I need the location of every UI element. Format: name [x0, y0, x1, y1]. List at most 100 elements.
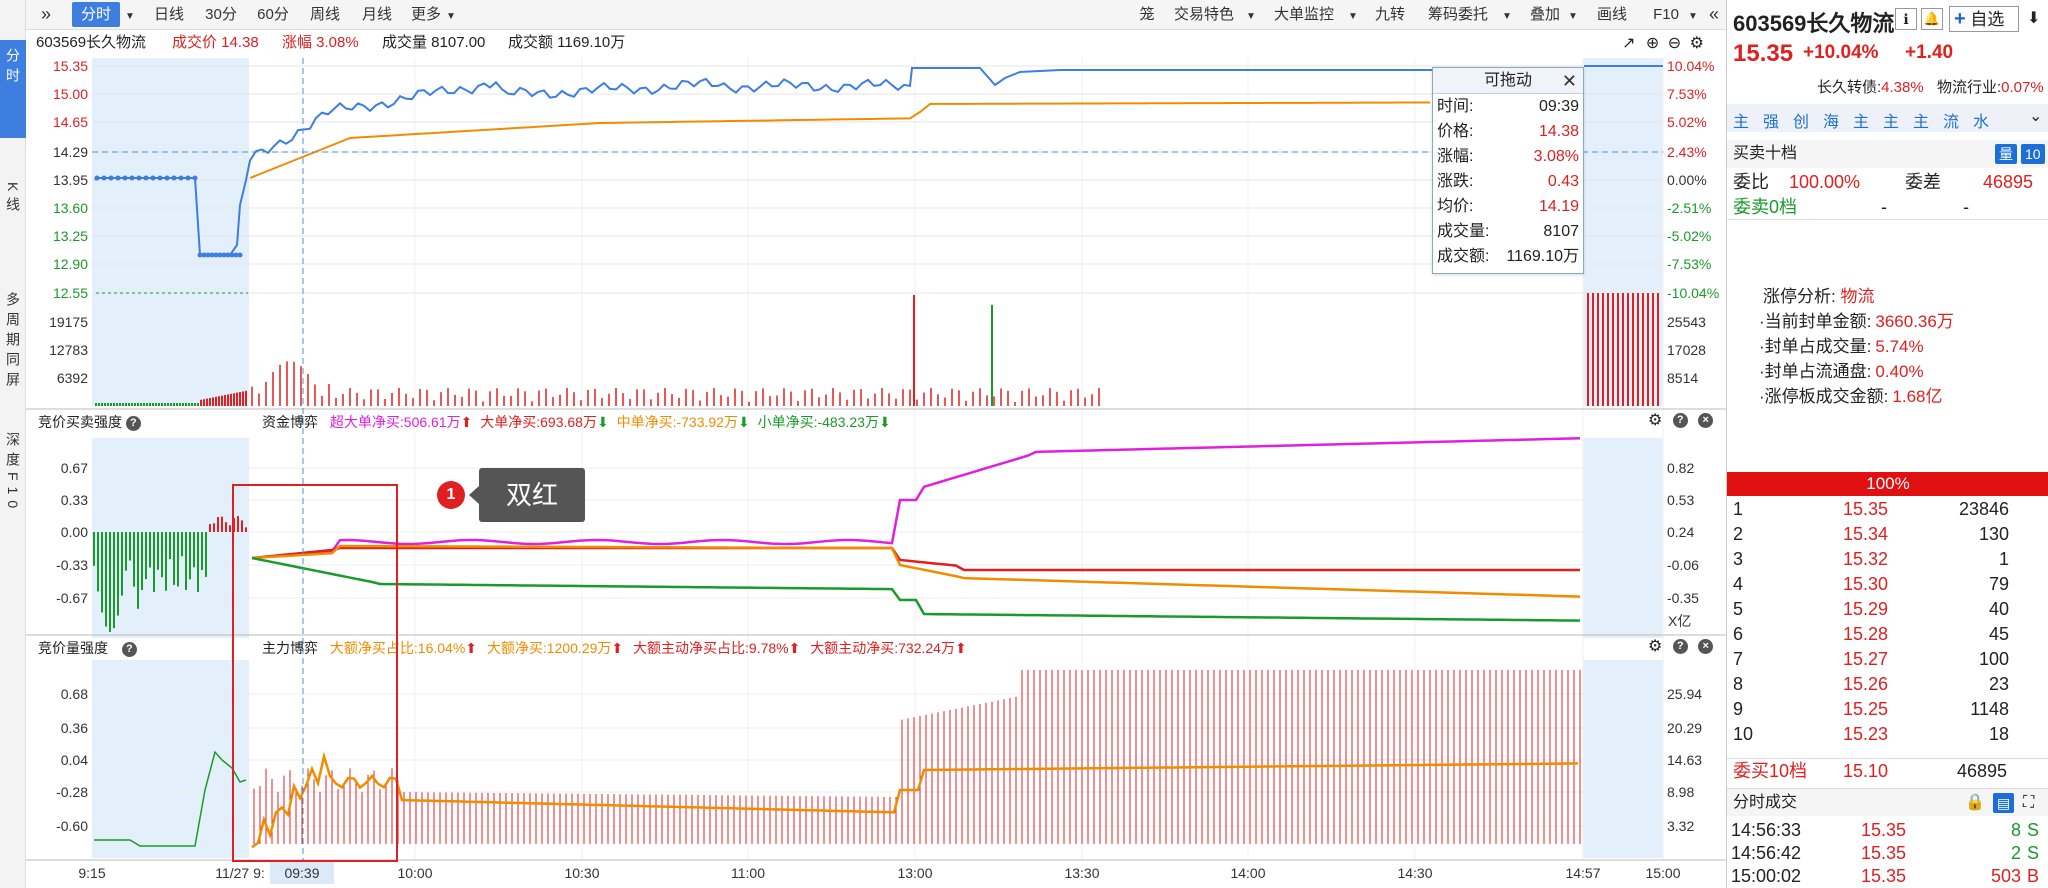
time-tick: 11/27 9: [215, 865, 265, 881]
auction-point [213, 252, 219, 258]
rp-tab[interactable]: 创 [1793, 114, 1810, 131]
nav-intraday-label: 分时 [5, 48, 21, 88]
help-icon[interactable]: ? [121, 641, 137, 657]
rp-tab[interactable]: 流 [1943, 114, 1960, 131]
nav-multi-period[interactable]: 多周期同屏 [0, 292, 26, 412]
rp-tab[interactable]: 水 [1973, 114, 1990, 131]
super-large-net-line [251, 437, 1581, 560]
help-icon[interactable]: ? [125, 415, 141, 431]
rp-tab[interactable]: 主 [1733, 114, 1750, 131]
tab-weekly[interactable]: 周线 [309, 6, 340, 23]
chip-order-caret-icon[interactable]: ▼ [1502, 11, 1512, 22]
help-icon[interactable]: ? [1672, 639, 1688, 655]
time-tick: 15:00 [1645, 865, 1680, 881]
btn-chip-order[interactable]: 筹码委托 [1427, 6, 1488, 23]
big-order-caret-icon[interactable]: ▼ [1348, 11, 1358, 22]
nav-depth-f10[interactable]: 深度F10 [0, 432, 26, 552]
price-tick-left: 14.29 [53, 144, 88, 160]
buy-order-row: 10 15.23 18 [1727, 722, 2048, 747]
rp-tab[interactable]: 主 [1883, 114, 1900, 131]
tab-60min[interactable]: 60分 [257, 6, 289, 23]
tab-more[interactable]: 更多 [410, 6, 441, 23]
tab-monthly[interactable]: 月线 [361, 6, 392, 23]
rp-tab[interactable]: 强 [1763, 114, 1780, 131]
nav-intraday[interactable]: 分时 [0, 40, 26, 138]
panel3-tick-left: 0.36 [61, 720, 88, 736]
buy-order-row: 8 15.26 23 [1727, 672, 2048, 697]
overlay-caret-icon[interactable]: ▼ [1568, 11, 1578, 22]
buy-price: 15.35 [1843, 499, 1889, 519]
floatbox-value: 8107 [1543, 223, 1579, 240]
auction-point [108, 175, 114, 181]
price-tick-left: 13.95 [53, 172, 88, 188]
expand-icon[interactable]: » [40, 4, 51, 24]
more-icon[interactable]: ⬇ [2027, 10, 2041, 27]
bell-icon[interactable]: 🔔 [1921, 8, 1943, 30]
settings-icon[interactable]: ⚙ [1648, 638, 1663, 655]
panel3-controls: ⚙ ? × [1648, 636, 1714, 656]
tab-daily[interactable]: 日线 [153, 6, 184, 23]
depth-10-button[interactable]: 10 [2021, 144, 2045, 164]
help-icon[interactable]: ? [1672, 413, 1688, 429]
auction-point [201, 252, 207, 258]
btn-cage[interactable]: 笼 [1139, 6, 1155, 23]
share-icon[interactable]: ↗ [1622, 35, 1636, 52]
convertible: 长久转债:4.38% [1817, 76, 1924, 97]
large-net-line [251, 546, 1580, 572]
small-net-line [251, 556, 1581, 622]
tab-intraday[interactable]: 分时 [72, 2, 120, 27]
add-favorite-button[interactable]: + 自选 [1949, 6, 2019, 32]
tab-30min[interactable]: 30分 [205, 6, 237, 23]
time-tick: 14:30 [1397, 865, 1432, 881]
industry-value: 0.07% [2001, 79, 2044, 96]
btn-f10[interactable]: F10 [1653, 6, 1679, 23]
btn-big-order-monitor[interactable]: 大单监控 [1273, 6, 1334, 23]
intraday-dropdown-icon[interactable]: ▼ [125, 11, 135, 22]
buy-price: 15.27 [1843, 649, 1889, 669]
lock-icon[interactable]: 🔒 [1965, 794, 1985, 811]
buy-price: 15.29 [1843, 599, 1889, 619]
settings-icon[interactable]: ⚙ [1689, 35, 1704, 52]
buy-order-row: 3 15.32 1 [1727, 547, 2048, 572]
buy-level: 1 [1733, 499, 1744, 519]
btn-overlay[interactable]: 叠加 [1529, 6, 1560, 23]
btn-trade-features[interactable]: 交易特色 [1173, 6, 1234, 23]
rp-tab[interactable]: 主 [1913, 114, 1930, 131]
floatbox-header[interactable]: 可拖动 ✕ [1433, 68, 1583, 94]
convertible-value: 4.38% [1881, 79, 1924, 96]
amount: 成交额 1169.10万 [508, 34, 626, 51]
buy-qty: 100 [1978, 649, 2009, 669]
info-icon[interactable]: ℹ [1895, 8, 1917, 30]
f10-caret-icon[interactable]: ▼ [1688, 11, 1698, 22]
settings-icon[interactable]: ⚙ [1648, 412, 1663, 429]
trade-features-caret-icon[interactable]: ▼ [1246, 11, 1256, 22]
chart-toggle-icon[interactable]: ▤ [1993, 793, 2015, 813]
tick-qty: 8 [2010, 820, 2021, 840]
zoom-in-icon[interactable]: ⊕ [1645, 35, 1660, 52]
close-icon[interactable]: × [1698, 639, 1714, 655]
price-series [94, 65, 1663, 258]
zoom-out-icon[interactable]: ⊖ [1667, 35, 1682, 52]
fullscreen-icon[interactable]: ⛶ [2023, 794, 2035, 811]
chevron-down-icon[interactable]: ⌄ [2029, 108, 2043, 125]
floating-info-box[interactable]: 可拖动 ✕ 时间: 09:39 价格: 14.38 涨幅: 3.08% 涨跌: 0.43 均价:… [1432, 67, 1584, 274]
nav-kline[interactable]: K线 [0, 182, 26, 242]
close-icon[interactable]: × [1698, 413, 1714, 429]
buy-level: 5 [1733, 599, 1744, 619]
rp-tab[interactable]: 海 [1823, 114, 1840, 131]
more-dropdown-icon[interactable]: ▼ [446, 11, 456, 22]
price-tick-left: 15.35 [53, 58, 88, 74]
wc-label: 委差 [1905, 172, 1941, 192]
rp-tab[interactable]: 主 [1853, 114, 1870, 131]
close-icon[interactable]: ✕ [1561, 71, 1577, 91]
tick-time: 15:00:02 [1731, 866, 1802, 886]
auction-point [233, 252, 239, 258]
btn-nine-turn[interactable]: 九转 [1374, 6, 1405, 23]
auction-point [221, 252, 227, 258]
btn-draw-line[interactable]: 画线 [1596, 6, 1627, 23]
auction-bg-panel3 [92, 660, 249, 858]
price-tick-right: -5.02% [1667, 228, 1711, 244]
collapse-icon[interactable]: « [1708, 4, 1719, 24]
volume-toggle-button[interactable]: 量 [1995, 144, 2017, 164]
time-tick: 11:00 [731, 865, 765, 881]
